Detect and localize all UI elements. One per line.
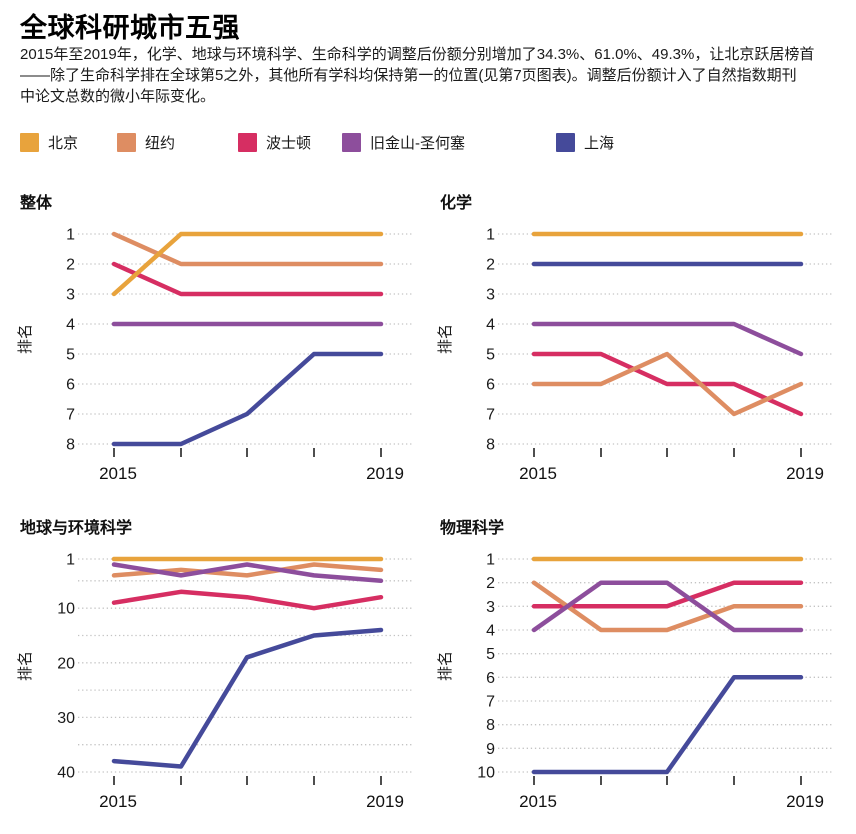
y-tick-label: 6 (486, 377, 495, 394)
y-tick-label: 20 (57, 655, 75, 672)
y-tick-label: 3 (66, 287, 75, 304)
y-axis-label: 排名 (17, 324, 34, 354)
y-tick-label: 7 (486, 407, 495, 424)
y-tick-label: 1 (486, 552, 495, 569)
series-line-上海 (531, 675, 804, 775)
series-line-旧金山-圣何塞 (531, 580, 804, 633)
legend: 北京 纽约 波士顿 旧金山-圣何塞 上海 (0, 131, 856, 155)
series-line-旧金山-圣何塞 (531, 321, 804, 357)
y-tick-label: 3 (486, 599, 495, 616)
y-tick-label: 5 (66, 347, 75, 364)
legend-swatch-newyork (117, 132, 136, 152)
y-tick-label: 1 (66, 227, 75, 244)
x-tick-label: 2015 (99, 464, 137, 483)
intro-line-2: ——除了生命科学排在全球第5之外，其他所有学科均保持第一的位置(见第7页图表)。… (20, 67, 797, 84)
y-axis-label: 排名 (437, 324, 454, 354)
chart-canvas-overall: 1 2 3 4 5 6 7 8 排名 2015 2019 (17, 227, 412, 483)
chart-title-overall: 整体 (20, 195, 53, 212)
chart-overall: 整体 1 2 3 4 5 6 7 8 排名 2015 2019 (0, 185, 428, 485)
x-tick-label: 2019 (366, 464, 404, 483)
series-line-波士顿 (531, 351, 804, 417)
y-tick-label: 2 (66, 257, 75, 274)
x-tick-label: 2015 (99, 792, 137, 811)
chart-canvas-earth-environment: 1 10 20 30 40 排名 2015 2019 (17, 552, 412, 811)
y-tick-label: 2 (486, 575, 495, 592)
y-tick-label: 30 (57, 710, 75, 727)
y-tick-label: 7 (486, 694, 495, 711)
series-line-纽约 (531, 351, 804, 417)
y-tick-label: 5 (486, 646, 495, 663)
y-axis-label: 排名 (437, 651, 454, 681)
chart-title-earth-environment: 地球与环境科学 (20, 520, 133, 537)
legend-label: 北京 (48, 134, 79, 152)
intro-text: 2015年至2019年，化学、地球与环境科学、生命科学的调整后份额分别增加了34… (20, 44, 850, 107)
y-tick-label: 9 (486, 741, 495, 758)
page-title: 全球科研城市五强 (20, 13, 240, 43)
legend-label: 纽约 (145, 134, 176, 152)
legend-swatch-sanfrancisco-sanjose (342, 132, 361, 152)
legend-item-boston: 波士顿 (238, 131, 311, 153)
y-tick-label: 4 (66, 317, 75, 334)
y-tick-label: 8 (486, 717, 495, 734)
x-tick-label: 2019 (366, 792, 404, 811)
chart-canvas-chemistry: 1 2 3 4 5 6 7 8 排名 2015 2019 (437, 227, 832, 483)
series-line-纽约 (531, 580, 804, 633)
y-tick-label: 6 (486, 670, 495, 687)
y-tick-label: 3 (486, 287, 495, 304)
legend-swatch-beijing (20, 132, 39, 152)
series-line-波士顿 (111, 261, 384, 297)
x-tick-label: 2015 (519, 464, 557, 483)
series-line-北京 (111, 231, 384, 297)
series-line-上海 (111, 351, 384, 447)
chart-physical-sciences: 物理科学 1 2 3 4 5 6 7 8 9 10 排名 2015 2019 (420, 510, 856, 834)
chart-chemistry: 化学 1 2 3 4 5 6 7 8 排名 2015 2019 (420, 185, 856, 485)
y-tick-label: 40 (57, 765, 75, 782)
legend-item-sanfrancisco-sanjose: 旧金山-圣何塞 (342, 131, 465, 153)
legend-label: 波士顿 (266, 134, 312, 152)
y-tick-label: 6 (66, 377, 75, 394)
legend-label: 上海 (584, 134, 615, 152)
series-line-上海 (111, 627, 384, 769)
chart-title-chemistry: 化学 (440, 195, 473, 212)
intro-line-1: 2015年至2019年，化学、地球与环境科学、生命科学的调整后份额分别增加了34… (20, 46, 815, 63)
legend-swatch-boston (238, 132, 257, 152)
x-tick-label: 2019 (786, 792, 824, 811)
y-tick-label: 10 (57, 601, 75, 618)
x-tick-label: 2019 (786, 464, 824, 483)
legend-item-newyork: 纽约 (117, 131, 175, 153)
y-tick-label: 4 (486, 623, 495, 640)
intro-line-3: 中论文总数的微小年际变化。 (20, 88, 216, 105)
y-tick-label: 4 (486, 317, 495, 334)
y-tick-label: 2 (486, 257, 495, 274)
legend-item-shanghai: 上海 (556, 131, 614, 153)
y-tick-label: 8 (66, 437, 75, 454)
chart-title-physical-sciences: 物理科学 (440, 520, 505, 537)
series-line-波士顿 (111, 589, 384, 611)
legend-label: 旧金山-圣何塞 (370, 134, 465, 152)
chart-earth-environment: 地球与环境科学 1 10 20 30 40 排名 2015 2019 (0, 510, 428, 834)
y-tick-label: 7 (66, 407, 75, 424)
y-tick-label: 5 (486, 347, 495, 364)
series-line-波士顿 (531, 580, 804, 609)
x-tick-label: 2015 (519, 792, 557, 811)
y-tick-label: 1 (66, 552, 75, 569)
series-line-旧金山-圣何塞 (111, 562, 384, 584)
y-tick-label: 1 (486, 227, 495, 244)
legend-swatch-shanghai (556, 132, 575, 152)
y-tick-label: 10 (477, 765, 495, 782)
chart-canvas-physical-sciences: 1 2 3 4 5 6 7 8 9 10 排名 2015 2019 (437, 552, 832, 811)
legend-item-beijing: 北京 (20, 131, 78, 153)
y-axis-label: 排名 (17, 651, 34, 681)
y-tick-label: 8 (486, 437, 495, 454)
